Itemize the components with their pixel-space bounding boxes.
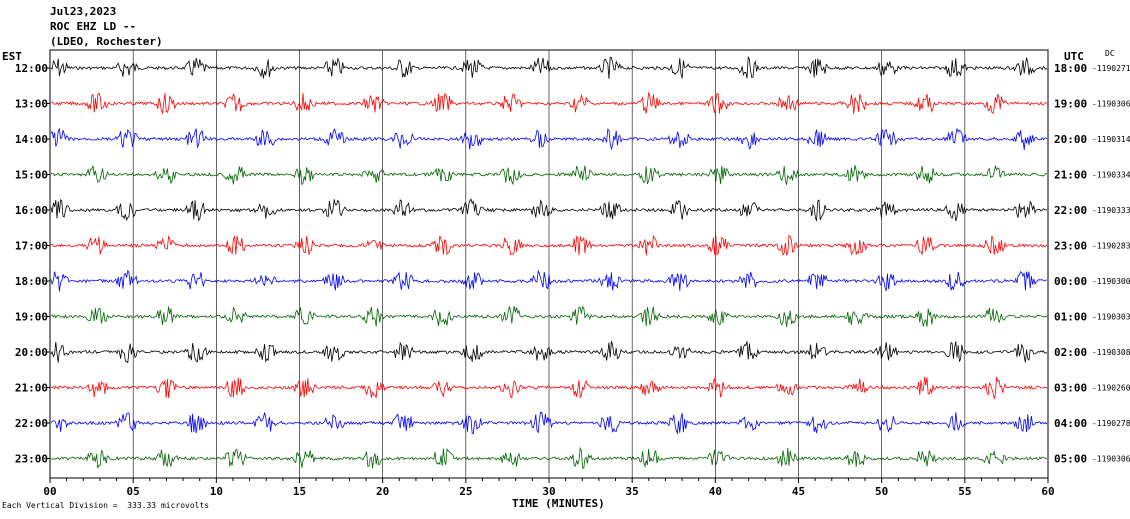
x-tick-label-30: 30: [542, 485, 555, 498]
utc-label: 01:00: [1054, 311, 1087, 324]
trace-00:00: [50, 269, 1048, 292]
dc-offset-label: -1190278: [1092, 419, 1130, 428]
trace-01:00: [51, 305, 1048, 328]
chart-network: (LDEO, Rochester): [50, 35, 163, 48]
dc-offset-label: -1190260: [1092, 384, 1130, 393]
x-axis-title: TIME (MINUTES): [512, 497, 605, 510]
est-label: 23:00: [15, 453, 48, 466]
est-label: 12:00: [15, 62, 48, 75]
est-label: 14:00: [15, 133, 48, 146]
est-label: 20:00: [15, 346, 48, 359]
x-tick-label-35: 35: [626, 485, 639, 498]
x-tick-label-20: 20: [376, 485, 389, 498]
x-tick-label-15: 15: [293, 485, 306, 498]
utc-label: 23:00: [1054, 240, 1087, 253]
trace-03:00: [50, 376, 1048, 400]
est-label: 15:00: [15, 169, 48, 182]
trace-21:00: [50, 164, 1048, 186]
dc-label: DC: [1105, 49, 1115, 58]
dc-offset-label: -1190283: [1092, 242, 1130, 251]
x-tick-label-55: 55: [958, 485, 971, 498]
dc-offset-label: -1190314: [1092, 135, 1130, 144]
utc-label: 00:00: [1054, 275, 1087, 288]
dc-offset-label: -1190306: [1092, 100, 1130, 109]
dc-offset-label: -1190303: [1092, 313, 1130, 322]
x-tick-label-10: 10: [210, 485, 223, 498]
minute-gridlines: [49, 50, 1049, 478]
dc-offset-label: -1190333: [1092, 206, 1130, 215]
x-axis-ticks: 00 05 10 15 20 25 30 35 40 45 50 55 60: [43, 478, 1055, 498]
chart-station: ROC EHZ LD --: [50, 20, 137, 33]
est-label: 16:00: [15, 204, 48, 217]
trace-05:00: [50, 446, 1048, 469]
utc-label: 02:00: [1054, 346, 1087, 359]
x-tick-label-25: 25: [459, 485, 472, 498]
dc-offset-label: -1190306: [1092, 455, 1130, 464]
utc-label: 22:00: [1054, 204, 1087, 217]
x-tick-label-00: 00: [43, 485, 56, 498]
trace-18:00: [50, 55, 1048, 79]
utc-axis-label: UTC: [1064, 50, 1084, 63]
seismic-traces: [50, 55, 1048, 469]
est-label: 18:00: [15, 275, 48, 288]
est-label: 19:00: [15, 311, 48, 324]
utc-label: 19:00: [1054, 98, 1087, 111]
est-label: 17:00: [15, 240, 48, 253]
chart-date: Jul23,2023: [50, 5, 117, 18]
utc-label: 20:00: [1054, 133, 1087, 146]
x-tick-label-45: 45: [792, 485, 805, 498]
trace-19:00: [50, 91, 1048, 115]
x-tick-label-40: 40: [709, 485, 722, 498]
trace-20:00: [50, 127, 1048, 151]
utc-label: 05:00: [1054, 453, 1087, 466]
est-axis-label: EST: [2, 50, 22, 63]
dc-offset-label: -1190271: [1092, 64, 1130, 73]
x-tick-label-05: 05: [127, 485, 140, 498]
est-label: 13:00: [15, 98, 48, 111]
utc-time-labels: 18:00 -1190271 19:00 -1190306 20:00 -1190314 2…: [1054, 62, 1130, 466]
utc-label: 03:00: [1054, 382, 1087, 395]
est-label: 22:00: [15, 417, 48, 430]
trace-04:00: [50, 411, 1048, 435]
trace-02:00: [50, 341, 1048, 364]
trace-23:00: [50, 234, 1048, 257]
est-time-labels: 12:00 13:00 14:00 15:00 16:00 17:00 18:00 19:00…: [15, 62, 50, 466]
trace-22:00: [50, 198, 1048, 222]
vertical-division-note: Each Vertical Division = 333.33 microvol…: [2, 501, 210, 510]
x-tick-label-50: 50: [875, 485, 888, 498]
utc-label: 21:00: [1054, 169, 1087, 182]
dc-offset-label: -1190300: [1092, 277, 1130, 286]
utc-label: 04:00: [1054, 417, 1087, 430]
est-label: 21:00: [15, 382, 48, 395]
dc-offset-label: -1190308: [1092, 348, 1130, 357]
x-tick-label-60: 60: [1041, 485, 1054, 498]
dc-offset-label: -1190334: [1092, 171, 1130, 180]
utc-label: 18:00: [1054, 62, 1087, 75]
